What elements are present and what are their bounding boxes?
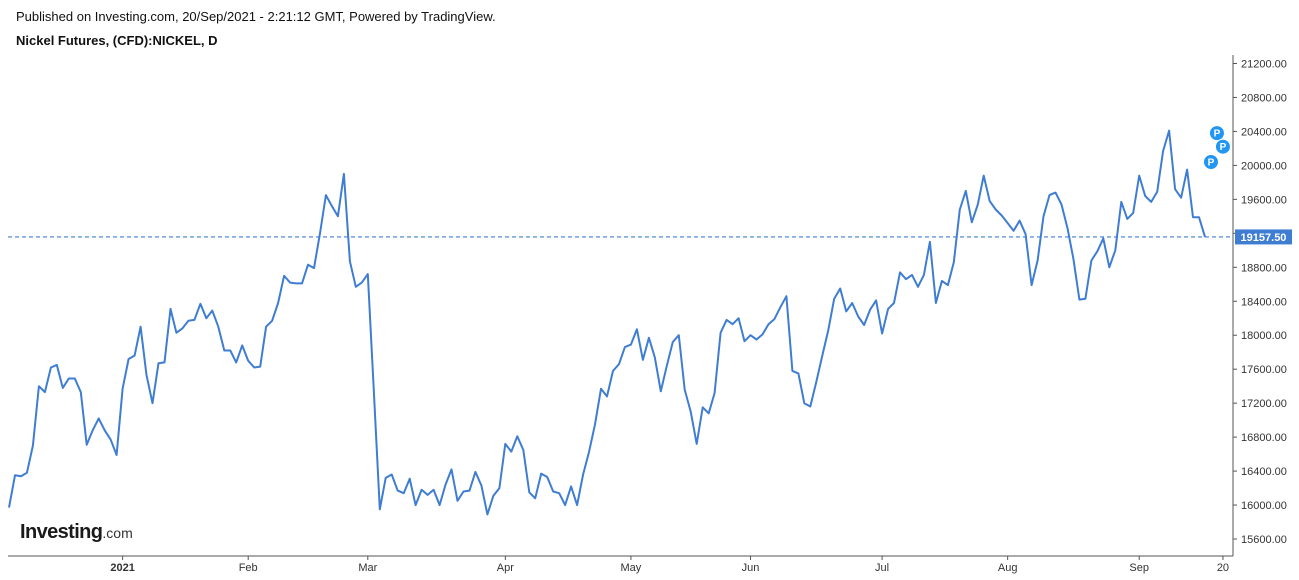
logo-main-text: Investing [20,521,103,543]
event-marker-label: P [1208,157,1215,168]
x-tick-label: Jun [742,562,760,574]
y-tick-label: 18800.00 [1241,262,1287,274]
event-marker[interactable] [1214,138,1231,155]
event-marker[interactable] [1202,153,1219,170]
x-tick-label: 20 [1217,562,1229,574]
last-price-badge [1235,229,1292,245]
y-tick-label: 18000.00 [1241,330,1287,342]
y-tick-label: 17200.00 [1241,398,1287,410]
investing-logo: Investing.com [20,520,133,546]
y-tick-label: 16400.00 [1241,466,1287,478]
y-tick-label: 20800.00 [1241,92,1287,104]
y-tick-label: 15600.00 [1241,534,1287,546]
y-tick-label: 17600.00 [1241,364,1287,376]
y-tick-label: 19600.00 [1241,194,1287,206]
x-tick-label: 2021 [110,562,134,574]
logo-suffix-text: .com [102,525,133,541]
last-price-label: 19157.50 [1241,232,1287,244]
y-tick-label: 20400.00 [1241,126,1287,138]
y-tick-label: 21200.00 [1241,58,1287,70]
x-tick-label: Mar [358,562,377,574]
chart-title: Nickel Futures, (CFD):NICKEL, D [16,33,218,48]
y-tick-label: 18400.00 [1241,296,1287,308]
event-marker[interactable] [1208,125,1225,142]
x-tick-label: Sep [1129,562,1149,574]
x-tick-label: May [621,562,642,574]
y-tick-label: 20000.00 [1241,160,1287,172]
x-tick-label: Jul [875,562,889,574]
event-marker-label: P [1214,129,1221,140]
x-tick-label: Apr [497,562,514,574]
x-tick-label: Aug [998,562,1018,574]
y-tick-label: 16800.00 [1241,432,1287,444]
x-tick-label: Feb [239,562,258,574]
y-tick-label: 16000.00 [1241,500,1287,512]
price-series-line[interactable] [8,129,1206,516]
published-note: Published on Investing.com, 20/Sep/2021 … [16,9,496,24]
event-marker-label: P [1220,142,1227,153]
chart-header: Published on Investing.com, 20/Sep/2021 … [16,8,1279,50]
